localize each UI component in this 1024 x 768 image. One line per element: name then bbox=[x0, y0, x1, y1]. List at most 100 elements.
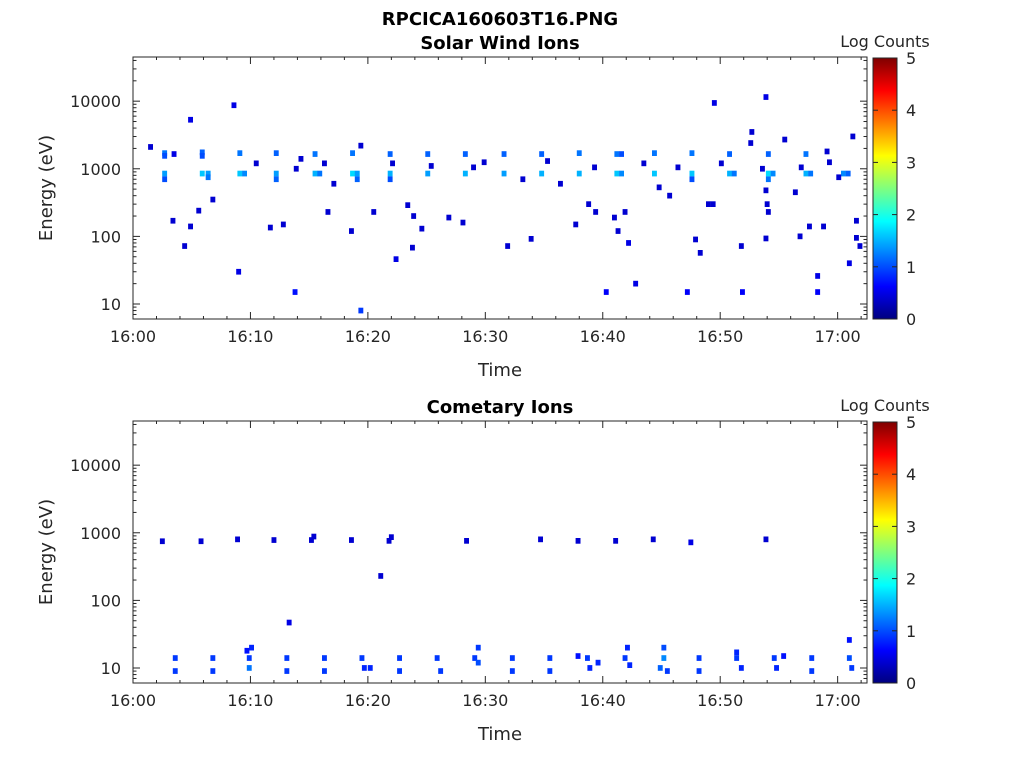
cometary-ions-cell bbox=[472, 655, 478, 661]
solar-wind-ions-colorbar-tick-label: 3 bbox=[906, 153, 916, 172]
solar-wind-ions-cell bbox=[740, 289, 745, 295]
solar-wind-ions-cell bbox=[652, 170, 657, 177]
solar-wind-ions-cell bbox=[573, 221, 579, 228]
solar-wind-ions-cell bbox=[821, 223, 826, 230]
solar-wind-ions-cell bbox=[603, 289, 609, 295]
solar-wind-ions-cell bbox=[622, 209, 628, 215]
solar-wind-ions-cell bbox=[689, 170, 695, 177]
solar-wind-ions-cell bbox=[237, 150, 243, 156]
cometary-ions-cell bbox=[172, 668, 178, 674]
solar-wind-ions-cell bbox=[462, 151, 468, 157]
solar-wind-ions-colorbar-tick-label: 2 bbox=[906, 206, 916, 225]
cometary-ions-cell bbox=[438, 668, 444, 674]
cometary-ions-cell bbox=[585, 655, 590, 661]
cometary-ions-colorbar-tick-label: 4 bbox=[906, 465, 916, 484]
cometary-ions-cell bbox=[781, 653, 787, 659]
figure-title: RPCICA160603T16.PNG bbox=[382, 9, 618, 30]
solar-wind-ions-cell bbox=[782, 136, 788, 143]
solar-wind-ions-cell bbox=[411, 213, 417, 219]
cometary-ions-cell bbox=[271, 537, 277, 543]
solar-wind-ions-colorbar-tick-label: 5 bbox=[906, 49, 916, 68]
solar-wind-ions-plot-frame bbox=[132, 56, 868, 320]
cometary-ions-x-tick-label: 16:40 bbox=[580, 691, 626, 710]
cometary-ions-x-tick-label: 16:30 bbox=[462, 691, 508, 710]
cometary-ions-cell bbox=[235, 536, 240, 543]
solar-wind-ions-panel: Solar Wind Ions 16:00 16:10 16:20 16:30 16:4… bbox=[36, 32, 930, 381]
solar-wind-ions-x-tick-label: 16:10 bbox=[227, 327, 273, 346]
solar-wind-ions-cell bbox=[539, 151, 545, 157]
solar-wind-ions-cell bbox=[675, 164, 681, 171]
cometary-ions-cell bbox=[475, 644, 481, 651]
cometary-ions-cell bbox=[575, 653, 581, 659]
solar-wind-ions-cell bbox=[792, 189, 798, 196]
solar-wind-ions-cell bbox=[358, 142, 364, 149]
solar-wind-ions-cell bbox=[210, 196, 216, 203]
solar-wind-ions-cell bbox=[199, 170, 205, 177]
solar-wind-ions-cell bbox=[689, 150, 695, 156]
solar-wind-ions-cell bbox=[236, 268, 242, 275]
solar-wind-ions-cell bbox=[846, 260, 852, 267]
solar-wind-ions-cell bbox=[558, 180, 563, 187]
cometary-ions-y-tick-label: 1000 bbox=[80, 524, 121, 543]
cometary-ions-cell bbox=[367, 665, 373, 671]
cometary-ions-y-tick-label: 10 bbox=[101, 659, 121, 678]
cometary-ions-cell bbox=[547, 655, 553, 661]
cometary-ions-spectrogram bbox=[159, 533, 855, 674]
cometary-ions-plot-frame bbox=[132, 420, 868, 684]
solar-wind-ions-cell bbox=[763, 235, 769, 242]
solar-wind-ions-cell bbox=[148, 144, 153, 150]
solar-wind-ions-cell bbox=[765, 209, 771, 215]
solar-wind-ions-cell bbox=[765, 170, 771, 177]
cometary-ions-cell bbox=[657, 665, 663, 671]
cometary-ions-cell bbox=[284, 655, 290, 661]
cometary-ions-cell bbox=[284, 668, 290, 674]
cometary-ions-cell bbox=[664, 668, 670, 674]
solar-wind-ions-cell bbox=[280, 221, 286, 228]
cometary-ions-cell bbox=[849, 665, 855, 671]
solar-wind-ions-cell bbox=[501, 170, 507, 177]
solar-wind-ions-cell bbox=[697, 250, 703, 256]
solar-wind-ions-cell bbox=[322, 160, 327, 167]
solar-wind-ions-cell bbox=[593, 209, 599, 215]
solar-wind-ions-cell bbox=[349, 228, 354, 234]
solar-wind-ions-cell bbox=[738, 243, 744, 249]
cometary-ions-cell bbox=[309, 537, 314, 543]
cometary-ions-colorbar-label: Log Counts bbox=[840, 396, 930, 415]
solar-wind-ions-cell bbox=[205, 174, 211, 181]
solar-wind-ions-cell bbox=[827, 159, 832, 166]
cometary-ions-cell bbox=[696, 668, 702, 674]
solar-wind-ions-cell bbox=[405, 202, 411, 208]
cometary-ions-cell bbox=[625, 644, 630, 651]
solar-wind-ions-cell bbox=[803, 151, 809, 157]
solar-wind-ions-cell bbox=[731, 170, 737, 177]
solar-wind-ions-cell bbox=[539, 170, 545, 177]
solar-wind-ions-cell bbox=[641, 160, 647, 167]
solar-wind-ions-cell bbox=[763, 187, 769, 194]
cometary-ions-cell bbox=[774, 665, 779, 671]
solar-wind-ions-cell bbox=[836, 174, 842, 181]
solar-wind-ions-cell bbox=[273, 170, 279, 177]
solar-wind-ions-cell bbox=[317, 170, 323, 177]
solar-wind-ions-title: Solar Wind Ions bbox=[420, 33, 579, 54]
solar-wind-ions-cell bbox=[471, 164, 476, 171]
cometary-ions-cell bbox=[246, 655, 252, 661]
solar-wind-ions-cell bbox=[807, 223, 812, 230]
solar-wind-ions-cell bbox=[354, 170, 360, 177]
solar-wind-ions-cell bbox=[633, 280, 639, 287]
solar-wind-ions-cell bbox=[824, 148, 830, 155]
solar-wind-ions-cell bbox=[298, 156, 304, 162]
solar-wind-ions-cell bbox=[718, 160, 724, 167]
cometary-ions-cell bbox=[322, 668, 327, 674]
cometary-ions-cell bbox=[575, 538, 581, 544]
solar-wind-ions-cell bbox=[505, 243, 511, 249]
cometary-ions-colorbar-tick-label: 0 bbox=[906, 674, 916, 693]
solar-wind-ions-x-axis: 16:00 16:10 16:20 16:30 16:40 16:50 17:00 bbox=[110, 57, 862, 346]
solar-wind-ions-cell bbox=[188, 223, 193, 230]
cometary-ions-cell bbox=[771, 655, 777, 661]
solar-wind-ions-cell bbox=[693, 236, 698, 243]
solar-wind-ions-cell bbox=[520, 176, 526, 183]
solar-wind-ions-x-tick-label: 16:20 bbox=[345, 327, 391, 346]
cometary-ions-cell bbox=[688, 539, 694, 546]
solar-wind-ions-cell bbox=[815, 273, 821, 279]
solar-wind-ions-cell bbox=[711, 100, 717, 106]
